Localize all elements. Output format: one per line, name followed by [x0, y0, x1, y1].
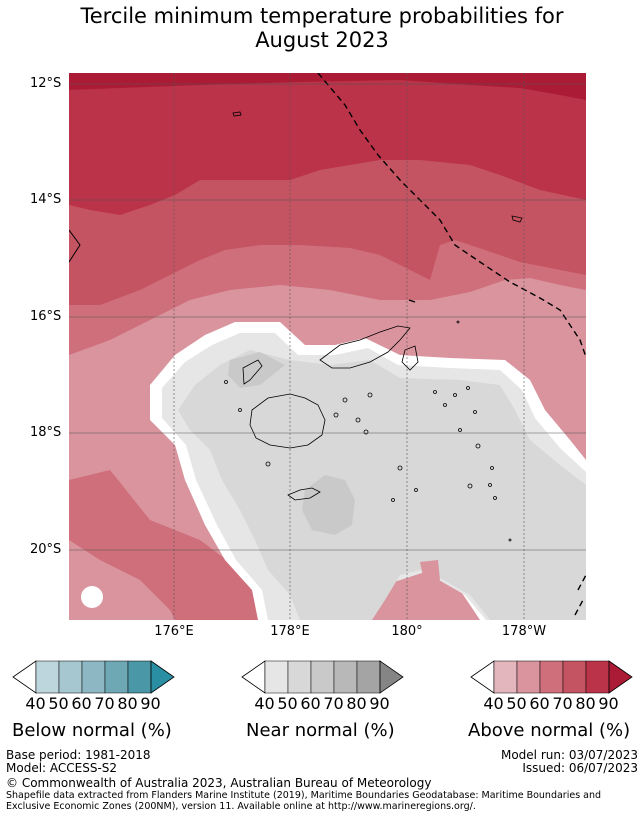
copyright-notice: © Commonwealth of Australia 2023, Austra…: [6, 776, 432, 790]
above-normal-ticks: 40 50 60 70 80 90: [482, 694, 620, 713]
tick-label: 90: [598, 694, 619, 713]
colorbar-extend-low: [470, 660, 495, 694]
colorbar-swatch: [127, 660, 152, 694]
below-normal-colorbar: [12, 660, 175, 694]
colorbar-extend-high: [150, 660, 175, 694]
below-normal-ticks: 40 50 60 70 80 90: [24, 694, 162, 713]
above-40-spot: [81, 586, 103, 608]
tick-label: 80: [117, 694, 138, 713]
colorbar-extend-low: [241, 660, 266, 694]
small-island-1: [232, 111, 242, 117]
above-normal-title: Above normal (%): [468, 720, 631, 741]
colorbar-swatch: [562, 660, 587, 694]
tick-label: 70: [323, 694, 344, 713]
model-name: Model: ACCESS-S2: [6, 761, 118, 775]
near-normal-title: Near normal (%): [246, 720, 395, 741]
eez-line-north: [317, 73, 586, 358]
colorbar-swatch: [585, 660, 610, 694]
lat-label-16s: 16°S: [30, 309, 62, 324]
colorbar-extend-high: [608, 660, 633, 694]
colorbar-swatch: [356, 660, 381, 694]
lat-label-18s: 18°S: [30, 425, 62, 440]
lon-label-176e: 176°E: [154, 624, 194, 639]
above-50-patch: [420, 560, 440, 585]
tick-label: 90: [140, 694, 161, 713]
lat-label-20s: 20°S: [30, 542, 62, 557]
vanua-levu-island: [319, 325, 411, 369]
above-80-region: [69, 73, 586, 215]
tick-label: 40: [25, 694, 46, 713]
small-island-3: [242, 359, 263, 385]
tick-label: 40: [254, 694, 275, 713]
map-title: Tercile minimum temperature probabilitie…: [0, 4, 644, 52]
near-normal-ticks: 40 50 60 70 80 90: [253, 694, 391, 713]
title-line-2: August 2023: [255, 28, 389, 52]
colorbar-swatch: [310, 660, 335, 694]
data-source-notice: Shapefile data extracted from Flanders M…: [6, 790, 602, 812]
colorbar-swatch: [58, 660, 83, 694]
taveuni-island: [401, 345, 419, 371]
tick-label: 50: [506, 694, 527, 713]
colorbar-extend-low: [12, 660, 37, 694]
eez-line-south-2: [574, 599, 584, 616]
lon-label-178e: 178°E: [270, 624, 310, 639]
colorbar-swatch: [81, 660, 106, 694]
tick-label: 50: [48, 694, 69, 713]
colorbar-swatch: [35, 660, 60, 694]
probability-map: [69, 73, 586, 620]
tick-label: 70: [94, 694, 115, 713]
tick-label: 80: [346, 694, 367, 713]
lon-label-178w: 178°W: [501, 624, 547, 639]
colorbar-extend-high: [379, 660, 404, 694]
small-island-2: [511, 215, 523, 223]
tick-label: 70: [552, 694, 573, 713]
above-90-region: [69, 73, 586, 100]
tick-label: 90: [369, 694, 390, 713]
colorbar-swatch: [287, 660, 312, 694]
lat-label-14s: 14°S: [30, 192, 62, 207]
colorbar-swatch: [104, 660, 129, 694]
land-edge-west: [69, 229, 81, 263]
tick-label: 60: [300, 694, 321, 713]
colorbar-swatch: [539, 660, 564, 694]
colorbar-swatch: [493, 660, 518, 694]
near-70-region-west: [228, 352, 285, 388]
kadavu-island: [287, 487, 321, 501]
title-line-1: Tercile minimum temperature probabilitie…: [80, 4, 564, 28]
near-60-region: [178, 350, 586, 620]
lon-label-180: 180°: [391, 624, 423, 639]
eez-stub: [408, 299, 416, 303]
tick-label: 60: [529, 694, 550, 713]
tick-label: 80: [575, 694, 596, 713]
near-normal-colorbar: [241, 660, 404, 694]
colorbar-swatch: [333, 660, 358, 694]
base-period: Base period: 1981-2018: [6, 748, 151, 762]
colorbar-swatch: [516, 660, 541, 694]
tick-label: 60: [71, 694, 92, 713]
colorbar-swatch: [264, 660, 289, 694]
model-run: Model run: 03/07/2023: [500, 748, 638, 762]
tick-label: 50: [277, 694, 298, 713]
issued-date: Issued: 06/07/2023: [522, 761, 638, 775]
eez-line-south: [577, 574, 586, 591]
lat-label-12s: 12°S: [30, 76, 62, 91]
above-normal-colorbar: [470, 660, 633, 694]
gridlines: [69, 73, 586, 620]
eez-boundaries: [317, 73, 586, 616]
below-normal-title: Below normal (%): [12, 720, 172, 741]
tick-label: 40: [483, 694, 504, 713]
